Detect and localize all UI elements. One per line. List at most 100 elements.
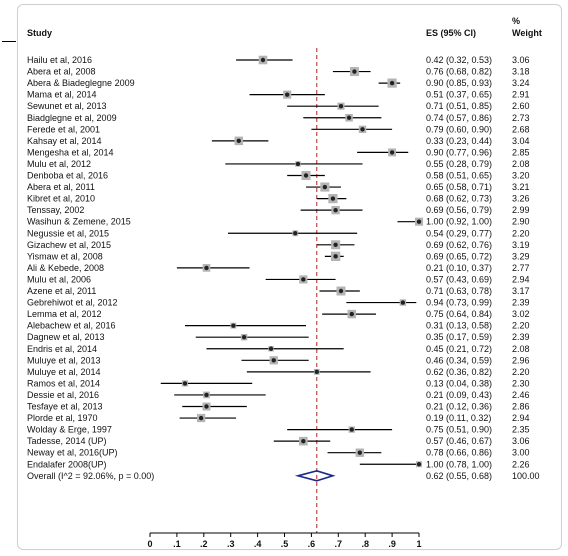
study-weight: 2.94	[512, 274, 530, 284]
study-label: Endris et al, 2014	[27, 344, 97, 354]
study-weight: 3.02	[512, 309, 530, 319]
study-point	[271, 358, 276, 363]
study-row: Endalafer 2008(UP) 1.00 (0.78, 1.00) 2.26	[27, 459, 530, 469]
study-row: Wasihun & Zemene, 2015 1.00 (0.92, 1.00) 2…	[27, 217, 530, 227]
study-es-ci: 0.51 (0.37, 0.65)	[426, 90, 492, 100]
study-es-ci: 0.90 (0.77, 0.96)	[426, 147, 492, 157]
study-es-ci: 0.57 (0.43, 0.69)	[426, 274, 492, 284]
study-es-ci: 0.55 (0.28, 0.79)	[426, 159, 492, 169]
study-point	[182, 381, 188, 386]
study-row: Wolday & Erge, 1997 0.75 (0.51, 0.90) 2.35	[27, 425, 530, 435]
study-weight: 2.20	[512, 367, 530, 377]
study-label: Sewunet et al, 2013	[27, 101, 107, 111]
study-row: Alebachew et al, 2016 0.31 (0.13, 0.58) 2.…	[27, 321, 530, 331]
study-label: Neway et al, 2016(UP)	[27, 448, 118, 458]
study-weight: 2.99	[512, 205, 530, 215]
study-point	[352, 69, 357, 74]
study-es-ci: 0.35 (0.17, 0.59)	[426, 332, 492, 342]
study-point	[333, 242, 338, 247]
study-label: Tenssay, 2002	[27, 205, 84, 215]
study-row: Denboba et al, 2016 0.58 (0.51, 0.65) 3.20	[27, 171, 530, 181]
study-row: Hailu et al, 2016 0.42 (0.32, 0.53) 3.06	[27, 55, 530, 65]
study-row: Mama et al, 2014 0.51 (0.37, 0.65) 2.91	[27, 90, 530, 100]
study-label: Mama et al, 2014	[27, 90, 97, 100]
study-point	[333, 254, 338, 259]
study-es-ci: 0.45 (0.21, 0.72)	[426, 344, 492, 354]
study-label: Muluye et al, 2014	[27, 367, 101, 377]
header-study: Study	[27, 28, 52, 38]
study-point	[284, 92, 290, 97]
overall-es-ci: 0.62 (0.55, 0.68)	[426, 471, 492, 481]
study-rows: Hailu et al, 2016 0.42 (0.32, 0.53) 3.06 Ab…	[27, 48, 530, 533]
overall-label: Overall (I^2 = 92.06%, p = 0.00)	[27, 471, 154, 481]
study-point	[301, 438, 306, 444]
study-point	[333, 207, 338, 213]
study-weight: 2.91	[512, 90, 530, 100]
study-weight: 3.19	[512, 240, 530, 250]
study-row: Tadesse, 2014 (UP) 0.57 (0.46, 0.67) 3.06	[27, 436, 530, 446]
study-es-ci: 0.57 (0.46, 0.67)	[426, 436, 492, 446]
study-weight: 3.18	[512, 67, 530, 77]
study-es-ci: 0.76 (0.68, 0.82)	[426, 67, 492, 77]
study-weight: 2.68	[512, 124, 530, 134]
header-es: ES (95% CI)	[426, 28, 476, 38]
study-point	[357, 450, 363, 455]
study-point	[416, 462, 422, 467]
study-point	[204, 404, 209, 409]
study-weight: 2.60	[512, 101, 530, 111]
header-weight: Weight	[512, 28, 542, 38]
study-es-ci: 0.19 (0.11, 0.32)	[426, 413, 491, 423]
study-es-ci: 0.68 (0.62, 0.73)	[426, 194, 492, 204]
study-es-ci: 0.21 (0.12, 0.36)	[426, 402, 492, 412]
study-point	[198, 415, 204, 421]
study-weight: 2.90	[512, 217, 530, 227]
study-weight: 2.26	[512, 459, 530, 469]
study-row: Abera et al, 2008 0.76 (0.68, 0.82) 3.18	[27, 67, 530, 77]
study-es-ci: 0.62 (0.36, 0.82)	[426, 367, 492, 377]
study-point	[389, 80, 395, 86]
study-point	[236, 138, 241, 144]
study-label: Abera et al, 2011	[27, 182, 95, 192]
x-tick-label: 0	[147, 539, 152, 549]
study-row: Gizachew et al, 2015 0.69 (0.62, 0.76) 3.1…	[27, 240, 530, 250]
study-point	[204, 265, 209, 271]
study-row: Gebrehiwot et al, 2012 0.94 (0.73, 0.99) 2…	[27, 298, 530, 308]
study-point	[349, 427, 354, 432]
study-label: Azene et al, 2011	[27, 286, 96, 296]
study-row: Negussie et al, 2015 0.54 (0.29, 0.77) 2.2…	[27, 228, 530, 238]
overall-row: Overall (I^2 = 92.06%, p = 0.00) 0.62 (0.…	[27, 469, 540, 482]
study-row: Neway et al, 2016(UP) 0.78 (0.66, 0.86) 3.…	[27, 448, 530, 458]
study-point	[303, 173, 309, 178]
study-row: Plorde et al, 1970 0.19 (0.11, 0.32) 2.94	[27, 413, 530, 423]
study-weight: 3.04	[512, 136, 530, 146]
study-point	[295, 161, 301, 167]
study-label: Kahsay et al, 2014	[27, 136, 102, 146]
study-es-ci: 0.54 (0.29, 0.77)	[426, 228, 492, 238]
study-point	[322, 184, 328, 190]
study-row: Mulu et al, 2006 0.57 (0.43, 0.69) 2.94	[27, 274, 530, 284]
study-label: Abera et al, 2008	[27, 67, 96, 77]
study-weight: 2.08	[512, 344, 530, 354]
study-weight: 3.17	[512, 286, 530, 296]
study-point	[231, 323, 236, 328]
x-axis: 0 .1 .2 .3 .4 .5 .6 .7 .8 .9 1	[147, 532, 422, 549]
study-row: Azene et al, 2011 0.71 (0.63, 0.78) 3.17	[27, 286, 530, 296]
study-weight: 3.00	[512, 448, 530, 458]
study-label: Kibret et al, 2010	[27, 194, 95, 204]
study-es-ci: 0.69 (0.56, 0.79)	[426, 205, 492, 215]
study-es-ci: 0.58 (0.51, 0.65)	[426, 171, 492, 181]
study-es-ci: 0.46 (0.34, 0.59)	[426, 355, 492, 365]
study-row: Muluye et al, 2014 0.62 (0.36, 0.82) 2.20	[27, 367, 530, 377]
study-row: Ali & Kebede, 2008 0.21 (0.10, 0.37) 2.77	[27, 263, 530, 273]
study-row: Ferede et al, 2001 0.79 (0.60, 0.90) 2.68	[27, 124, 530, 134]
study-point	[389, 150, 395, 155]
study-point	[268, 346, 274, 351]
study-es-ci: 0.78 (0.66, 0.86)	[426, 448, 492, 458]
x-tick-label: .5	[281, 539, 289, 549]
study-label: Dessie et al, 2016	[27, 390, 99, 400]
study-weight: 2.20	[512, 321, 530, 331]
study-weight: 2.77	[512, 263, 530, 273]
study-label: Wolday & Erge, 1997	[27, 425, 112, 435]
x-tick-label: .3	[227, 539, 235, 549]
